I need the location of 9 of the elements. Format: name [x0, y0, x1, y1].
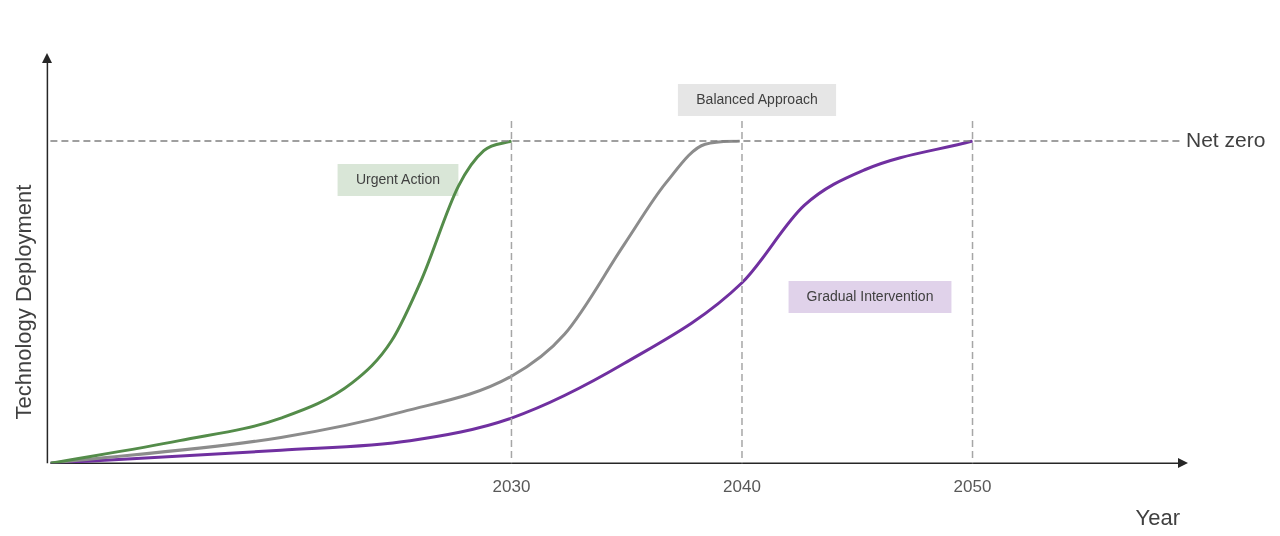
- text: Balanced Approach: [696, 90, 818, 107]
- text: Gradual Intervention: [806, 287, 934, 304]
- x-tick-label: 2050: [953, 477, 992, 497]
- x-tick-label: 2040: [723, 477, 761, 497]
- y-axis-title: Technology Deployment: [11, 184, 37, 420]
- series-label: Urgent Action: [355, 170, 441, 187]
- x-tick-label: 2030: [492, 477, 531, 497]
- x-axis-title: Year: [1135, 504, 1180, 530]
- ref-line-label: Net zero: [1186, 127, 1266, 151]
